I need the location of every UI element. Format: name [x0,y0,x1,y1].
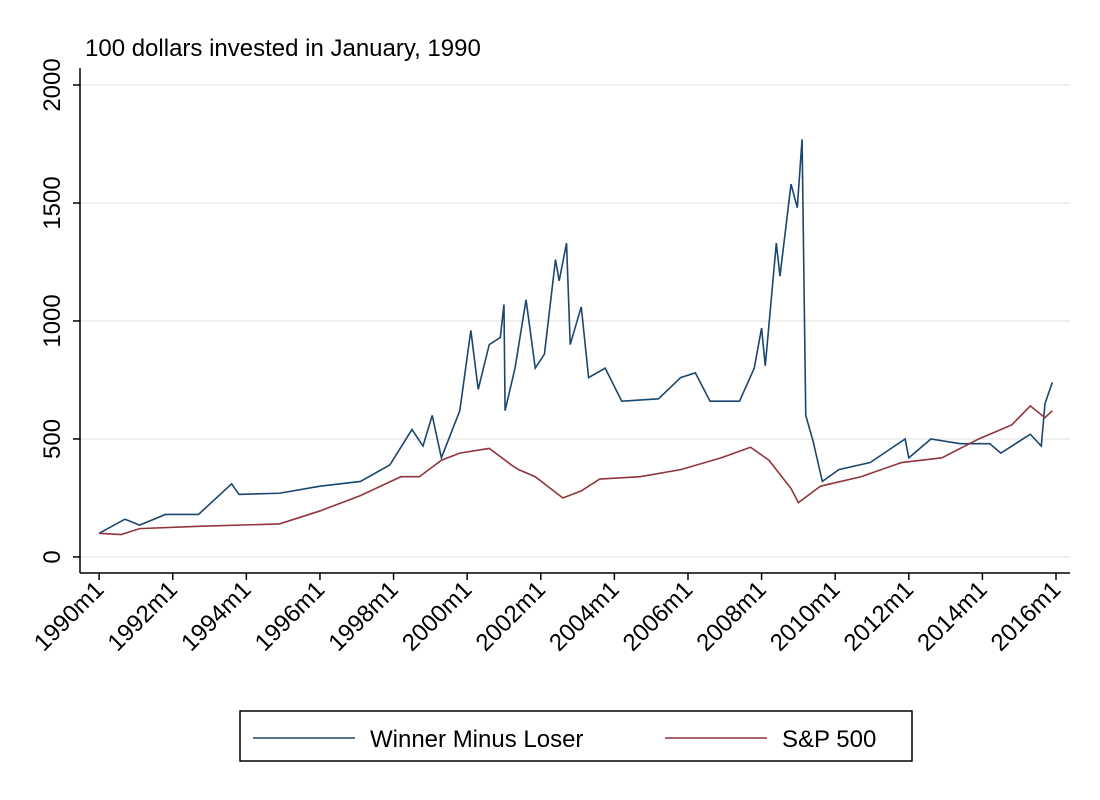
y-tick-label: 1000 [39,294,66,347]
legend-label: S&P 500 [782,726,876,753]
y-tick-label: 500 [39,419,66,459]
chart-title: 100 dollars invested in January, 1990 [85,35,481,62]
y-tick-label: 0 [39,550,66,563]
y-tick-label: 1500 [39,176,66,229]
series-line [98,139,1054,535]
y-tick-label: 2000 [39,58,66,111]
series-line [99,404,1053,536]
legend-label: Winner Minus Loser [370,726,583,753]
legend-box [239,710,913,762]
